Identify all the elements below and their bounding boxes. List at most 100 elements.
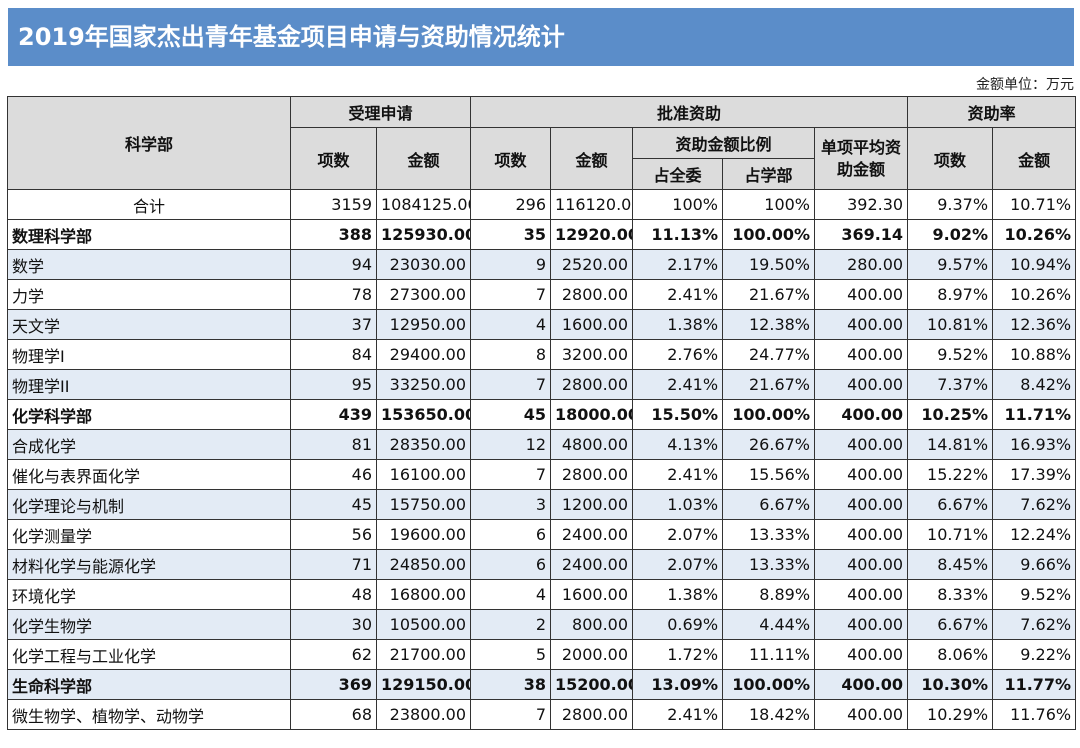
share-dept-cell: 12.38% [722, 309, 816, 340]
dept-name-cell: 数理科学部 [7, 219, 291, 250]
table-row: 化学理论与机制 45 15750.00 3 1200.00 1.03% 6.67% 400.0… [7, 489, 1077, 520]
applied-amount-cell: 16800.00 [375, 579, 472, 610]
dept-name-cell: 化学科学部 [7, 399, 291, 430]
rate-amount-cell: 10.26% [992, 219, 1077, 250]
applied-count-cell: 68 [290, 699, 377, 730]
table-row: 环境化学 48 16800.00 4 1600.00 1.38% 8.89% 400.00 8.… [7, 579, 1077, 610]
rate-count-cell: 6.67% [907, 609, 994, 640]
rate-count-cell: 10.25% [907, 399, 994, 430]
approved-count-cell: 38 [470, 669, 552, 700]
applied-count-cell: 84 [290, 339, 377, 370]
share-all-cell: 2.41% [632, 699, 724, 730]
approved-count-cell: 35 [470, 219, 552, 250]
dept-name-cell: 微生物学、植物学、动物学 [7, 699, 291, 730]
share-dept-cell: 13.33% [722, 519, 816, 550]
dept-name-cell: 物理学II [7, 369, 291, 400]
applied-count-cell: 439 [290, 399, 377, 430]
share-dept-cell: 24.77% [722, 339, 816, 370]
avg-amount-cell: 392.30 [814, 189, 909, 220]
approved-amount-cell: 2520.00 [550, 249, 634, 280]
total-row: 合计31591084125.00296116120.00100%100%392.… [7, 189, 1077, 220]
approved-count-cell: 296 [470, 189, 552, 220]
share-all-cell: 13.09% [632, 669, 724, 700]
rate-amount-cell: 17.39% [992, 459, 1077, 490]
share-dept-cell: 21.67% [722, 279, 816, 310]
avg-amount-cell: 400.00 [814, 429, 909, 460]
share-all-cell: 1.38% [632, 579, 724, 610]
table-row: 物理学II 95 33250.00 7 2800.00 2.41% 21.67% 400.00… [7, 369, 1077, 400]
share-all-cell: 100% [632, 189, 724, 220]
header-ratio: 资助金额比例 [632, 127, 816, 159]
approved-amount-cell: 12920.00 [550, 219, 634, 250]
avg-amount-cell: 400.00 [814, 669, 909, 700]
approved-count-cell: 4 [470, 309, 552, 340]
applied-amount-cell: 29400.00 [375, 339, 472, 370]
applied-amount-cell: 24850.00 [375, 549, 472, 580]
rate-amount-cell: 16.93% [992, 429, 1077, 460]
unit-note: 金额单位：万元 [976, 77, 1074, 93]
share-dept-cell: 11.11% [722, 639, 816, 670]
share-dept-cell: 8.89% [722, 579, 816, 610]
applied-count-cell: 388 [290, 219, 377, 250]
applied-count-cell: 81 [290, 429, 377, 460]
approved-amount-cell: 2000.00 [550, 639, 634, 670]
table-row: 化学工程与工业化学 62 21700.00 5 2000.00 1.72% 11.11% 40… [7, 639, 1077, 670]
approved-count-cell: 2 [470, 609, 552, 640]
dept-name-cell: 环境化学 [7, 579, 291, 610]
rate-count-cell: 8.06% [907, 639, 994, 670]
header-rate-amount: 金额 [992, 127, 1077, 190]
rate-amount-cell: 11.76% [992, 699, 1077, 730]
approved-count-cell: 7 [470, 459, 552, 490]
approved-amount-cell: 800.00 [550, 609, 634, 640]
approved-count-cell: 6 [470, 549, 552, 580]
share-all-cell: 2.17% [632, 249, 724, 280]
avg-amount-cell: 400.00 [814, 369, 909, 400]
department-row: 化学科学部 439 153650.00 45 18000.00 15.50% 100.00%… [7, 399, 1077, 430]
applied-amount-cell: 129150.00 [375, 669, 472, 700]
rate-count-cell: 9.02% [907, 219, 994, 250]
approved-amount-cell: 15200.00 [550, 669, 634, 700]
applied-amount-cell: 33250.00 [375, 369, 472, 400]
applied-count-cell: 45 [290, 489, 377, 520]
rate-amount-cell: 9.66% [992, 549, 1077, 580]
dept-name-cell: 催化与表界面化学 [7, 459, 291, 490]
rate-amount-cell: 8.42% [992, 369, 1077, 400]
department-row: 数理科学部 388 125930.00 35 12920.00 11.13% 100.00%… [7, 219, 1077, 250]
dept-name-cell: 合计 [7, 189, 291, 220]
share-all-cell: 2.07% [632, 549, 724, 580]
applied-amount-cell: 153650.00 [375, 399, 472, 430]
approved-count-cell: 8 [470, 339, 552, 370]
table-row: 化学生物学 30 10500.00 2 800.00 0.69% 4.44% 400.00 6.… [7, 609, 1077, 640]
applied-amount-cell: 23800.00 [375, 699, 472, 730]
rate-count-cell: 14.81% [907, 429, 994, 460]
rate-amount-cell: 12.36% [992, 309, 1077, 340]
statistics-table: 科学部 受理申请 批准资助 资助率 项数 金额 项数 金额 资助金额比例 单项平… [7, 96, 1077, 730]
dept-name-cell: 生命科学部 [7, 669, 291, 700]
applied-amount-cell: 1084125.00 [375, 189, 472, 220]
applied-count-cell: 94 [290, 249, 377, 280]
rate-count-cell: 8.97% [907, 279, 994, 310]
applied-amount-cell: 15750.00 [375, 489, 472, 520]
rate-count-cell: 10.71% [907, 519, 994, 550]
approved-count-cell: 4 [470, 579, 552, 610]
applied-amount-cell: 23030.00 [375, 249, 472, 280]
approved-amount-cell: 3200.00 [550, 339, 634, 370]
share-all-cell: 2.07% [632, 519, 724, 550]
share-all-cell: 1.38% [632, 309, 724, 340]
table-row: 催化与表界面化学 46 16100.00 7 2800.00 2.41% 15.56% 400… [7, 459, 1077, 490]
table-body: 合计31591084125.00296116120.00100%100%392.… [7, 189, 1077, 730]
rate-count-cell: 8.45% [907, 549, 994, 580]
applied-count-cell: 3159 [290, 189, 377, 220]
share-all-cell: 2.76% [632, 339, 724, 370]
approved-amount-cell: 1600.00 [550, 579, 634, 610]
share-dept-cell: 26.67% [722, 429, 816, 460]
approved-count-cell: 5 [470, 639, 552, 670]
avg-amount-cell: 400.00 [814, 549, 909, 580]
avg-amount-cell: 400.00 [814, 609, 909, 640]
approved-amount-cell: 1200.00 [550, 489, 634, 520]
avg-amount-cell: 400.00 [814, 519, 909, 550]
approved-count-cell: 3 [470, 489, 552, 520]
applied-amount-cell: 27300.00 [375, 279, 472, 310]
rate-count-cell: 10.29% [907, 699, 994, 730]
applied-amount-cell: 12950.00 [375, 309, 472, 340]
